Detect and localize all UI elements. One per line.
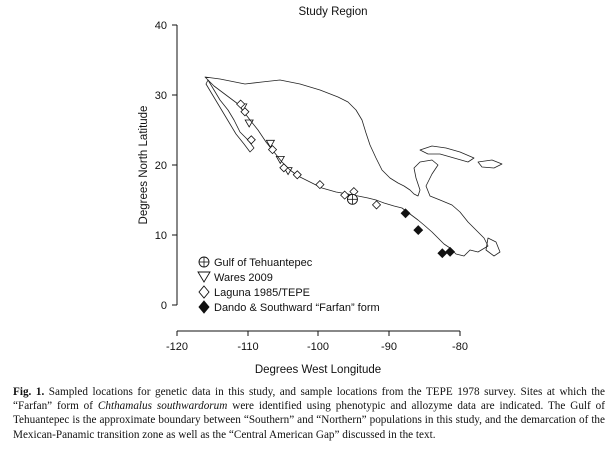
x-tick-label: -120	[166, 341, 188, 353]
laguna-tepe-site-marker	[240, 107, 250, 117]
laguna-tepe-site-marker	[315, 180, 325, 190]
baja-california	[205, 79, 255, 153]
laguna-tepe-site-marker	[292, 170, 302, 180]
laguna-tepe-site-marker	[236, 99, 246, 109]
figure-caption: Fig. 1. Sampled locations for genetic da…	[13, 385, 605, 442]
map-title: Study Region	[298, 6, 367, 18]
legend: Gulf of Tehuantepec Wares 2009 Laguna 19…	[197, 256, 380, 314]
x-tick-label: -110	[237, 341, 258, 353]
legend-label: Wares 2009	[214, 272, 273, 284]
legend-label: Gulf of Tehuantepec	[214, 257, 313, 269]
landmass	[204, 76, 503, 257]
hispaniola	[477, 159, 503, 169]
y-tick-label: 20	[155, 160, 167, 172]
site-markers	[236, 99, 456, 259]
legend-label: Dando & Southward “Farfan” form	[214, 302, 380, 314]
x-tick-label: -80	[452, 341, 468, 353]
wares-2009-site-marker	[265, 139, 276, 149]
y-axis-title: Degrees North Latitude	[138, 106, 150, 225]
laguna-tepe-site-marker	[267, 145, 278, 155]
wares-2009-site-marker	[275, 156, 285, 165]
y-tick-labels: 0 10 20 30 40	[155, 20, 167, 312]
legend-item-laguna: Laguna 1985/TEPE	[198, 285, 310, 299]
farfan-form-site-marker	[413, 225, 424, 236]
x-axis-title: Degrees West Longitude	[255, 364, 381, 376]
legend-item-farfan: Dando & Southward “Farfan” form	[198, 300, 380, 314]
diamond-open-icon	[198, 285, 210, 299]
axes	[172, 24, 461, 336]
cuba	[419, 145, 475, 163]
y-tick-label: 10	[155, 230, 167, 242]
figure-label: Fig. 1.	[13, 386, 45, 398]
caption-text-part2: were identified using phenotypic and all…	[13, 400, 605, 441]
farfan-form-site-marker	[400, 208, 411, 219]
y-tick-label: 40	[155, 20, 167, 32]
farfan-form-site-marker	[445, 246, 456, 257]
study-region-map: Study Region 0 10 20 30 40 -120	[138, 6, 503, 376]
triangle-down-icon	[197, 271, 211, 283]
gulf-of-tehuantepec-marker	[347, 193, 358, 205]
y-tick-label: 0	[161, 300, 167, 312]
laguna-tepe-site-marker	[340, 190, 350, 200]
x-tick-labels: -120 -110 -100 -90 -80	[166, 341, 468, 353]
laguna-tepe-site-marker	[279, 163, 289, 173]
legend-item-gulf: Gulf of Tehuantepec	[198, 256, 313, 269]
species-name: Chthamalus southwardorum	[97, 400, 228, 413]
y-tick-label: 30	[155, 90, 167, 102]
laguna-tepe-site-marker	[371, 200, 382, 210]
mainland-coastline	[204, 76, 489, 257]
x-tick-label: -100	[307, 341, 329, 353]
laguna-tepe-site-marker	[246, 135, 256, 145]
legend-item-wares: Wares 2009	[197, 271, 273, 284]
south-america-corner	[485, 237, 501, 257]
x-tick-label: -90	[381, 341, 397, 353]
caption-text-part1: Sampled locations for genetic data in th…	[13, 386, 605, 413]
wares-2009-site-marker	[244, 119, 254, 128]
farfan-form-site-marker	[437, 248, 448, 259]
legend-label: Laguna 1985/TEPE	[214, 287, 310, 299]
diamond-filled-icon	[198, 300, 210, 314]
